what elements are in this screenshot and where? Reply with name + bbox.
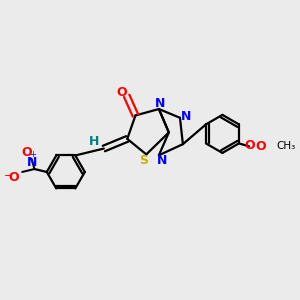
Text: O: O <box>244 139 255 152</box>
Text: −: − <box>4 171 14 181</box>
Text: O: O <box>255 140 266 153</box>
Text: N: N <box>181 110 192 123</box>
Text: O: O <box>22 146 32 159</box>
Text: N: N <box>157 154 168 167</box>
Text: CH₃: CH₃ <box>276 141 296 151</box>
Text: +: + <box>30 150 36 159</box>
Text: N: N <box>155 97 166 110</box>
Text: H: H <box>88 135 99 148</box>
Text: O: O <box>116 86 127 99</box>
Text: N: N <box>27 156 37 169</box>
Text: O: O <box>9 171 19 184</box>
Text: S: S <box>140 154 148 167</box>
